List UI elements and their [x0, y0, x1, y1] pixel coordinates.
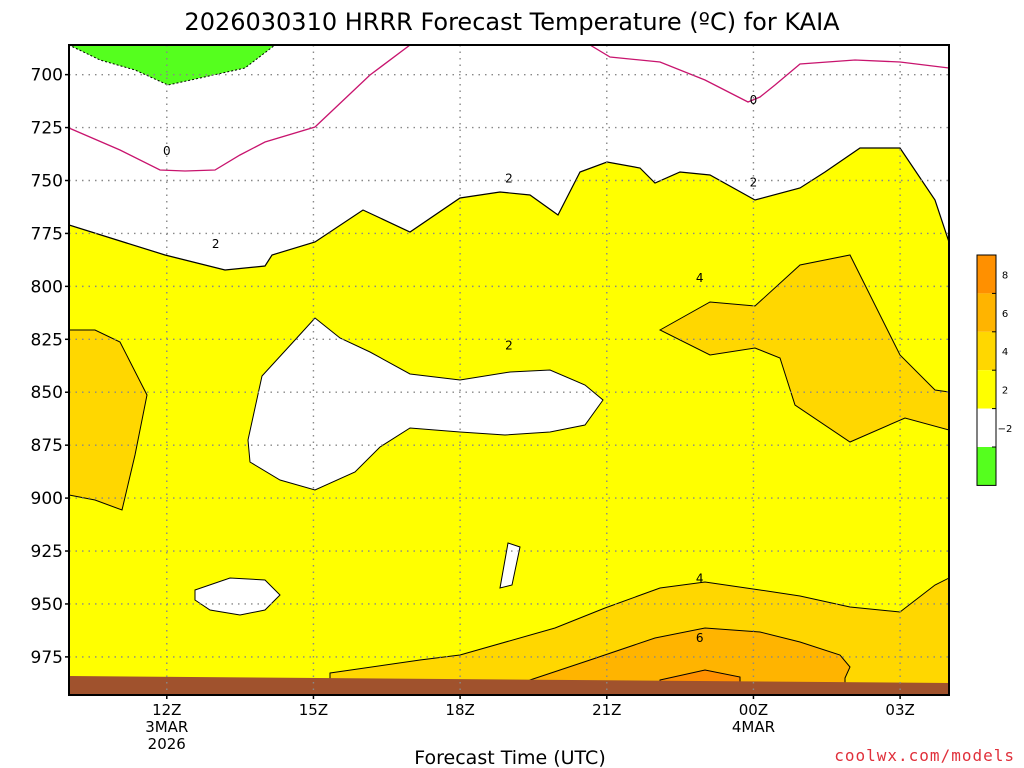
contour-0-right — [589, 45, 949, 103]
y-tick-label: 875 — [31, 436, 63, 456]
colorbar-label: 6 — [1002, 309, 1008, 320]
colorbar: 8 6 4 2 −2 — [976, 254, 1013, 486]
y-tick-label: 825 — [31, 330, 63, 350]
x-tick-label: 00Z — [739, 701, 768, 719]
grid-lines — [69, 45, 949, 695]
colorbar-label: 2 — [1002, 386, 1008, 397]
fill-6-to-8 — [529, 627, 851, 695]
x-tick-label: 03Z — [885, 701, 914, 719]
y-tick-label: 725 — [31, 119, 63, 139]
colorbar-segment — [977, 255, 996, 294]
x-tick-label: 12Z — [152, 701, 181, 719]
fill-4-to-6-right — [658, 254, 949, 443]
y-tick-label: 925 — [31, 542, 63, 562]
plot-area: 0 0 2 2 2 2 4 4 6 — [69, 45, 949, 695]
colorbar-label: 4 — [1002, 347, 1008, 358]
contour-label: 0 — [750, 93, 758, 107]
colorbar-segment — [977, 408, 996, 447]
contour-label: 2 — [750, 176, 758, 190]
contour-label: 6 — [696, 631, 704, 645]
contour-label: 4 — [696, 271, 704, 285]
contour-label: 0 — [163, 144, 171, 158]
x-tick-label: 15Z — [299, 701, 328, 719]
fill-below-0 — [69, 45, 276, 86]
y-axis: 700 725 750 775 800 825 850 875 900 925 950 975 — [31, 66, 69, 668]
x-axis-label: Forecast Time (UTC) — [414, 747, 605, 768]
colorbar-segment — [977, 370, 996, 409]
fill-0-to-2-small — [499, 542, 521, 589]
fill-0-to-2-pocket — [247, 317, 604, 491]
x-tick-label: 4MAR — [732, 718, 775, 736]
y-tick-label: 950 — [31, 595, 63, 615]
fill-4-to-6-left — [69, 329, 148, 511]
x-tick-label: 21Z — [592, 701, 621, 719]
contour-2-upper — [69, 147, 949, 271]
contour-labels: 0 0 2 2 2 2 4 4 6 — [163, 93, 757, 645]
contour-label: 2 — [212, 237, 220, 251]
contour-label: 2 — [505, 171, 513, 185]
credit-text: coolwx.com/models — [834, 746, 1015, 765]
y-tick-label: 900 — [31, 489, 63, 509]
x-tick-label: 2026 — [148, 735, 186, 753]
y-tick-label: 750 — [31, 172, 63, 192]
chart-title: 2026030310 HRRR Forecast Temperature (ºC… — [184, 8, 840, 36]
x-tick-label: 3MAR — [145, 718, 188, 736]
y-tick-label: 975 — [31, 648, 63, 668]
contour-label: 2 — [505, 339, 513, 353]
x-tick-label: 18Z — [445, 701, 474, 719]
contour-label: 4 — [696, 572, 704, 586]
y-tick-label: 700 — [31, 66, 63, 86]
colorbar-segment — [977, 331, 996, 371]
colorbar-label: 8 — [1002, 270, 1008, 281]
y-tick-label: 800 — [31, 277, 63, 297]
contour-0-left — [69, 45, 411, 172]
y-tick-label: 775 — [31, 224, 63, 244]
colorbar-label: −2 — [998, 424, 1013, 435]
ground-fill — [69, 676, 949, 695]
fill-0-to-2-upper — [69, 45, 949, 270]
y-tick-label: 850 — [31, 383, 63, 403]
colorbar-segment — [977, 293, 996, 332]
colorbar-segment — [977, 447, 996, 486]
plot-frame — [68, 44, 950, 696]
